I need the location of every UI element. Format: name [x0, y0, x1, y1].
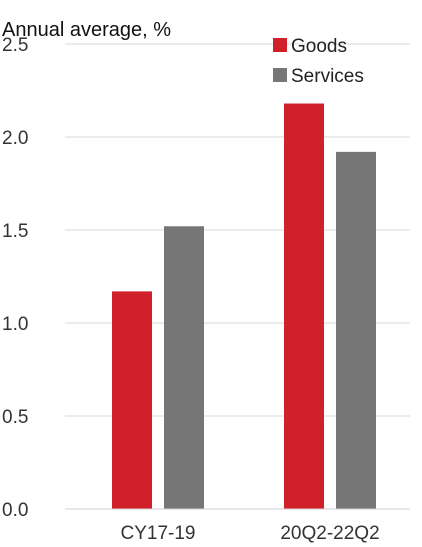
legend-swatch-goods	[273, 38, 287, 52]
y-tick-label: 1.5	[2, 221, 28, 242]
y-tick-label: 2.0	[2, 128, 28, 149]
x-category-label: 20Q2-22Q2	[280, 523, 379, 544]
x-axis-categories: CY17-19 20Q2-22Q2	[121, 523, 380, 544]
bar-services-0	[164, 226, 204, 509]
y-tick-label: 0.0	[2, 500, 28, 521]
y-tick-label: 2.5	[2, 35, 28, 56]
bar-services-1	[336, 151, 376, 509]
bars	[112, 103, 376, 510]
x-category-label: CY17-19	[121, 523, 196, 544]
bar-goods-0	[112, 291, 152, 509]
chart-title: Annual average, %	[2, 19, 171, 41]
legend-swatch-services	[273, 68, 287, 82]
y-tick-label: 0.5	[2, 407, 28, 428]
legend-label-services: Services	[291, 66, 364, 87]
y-tick-label: 1.0	[2, 314, 28, 335]
y-axis-ticks: 0.0 0.5 1.0 1.5 2.0 2.5	[2, 35, 28, 521]
bar-goods-1	[284, 103, 324, 510]
legend: Goods Services	[273, 36, 364, 87]
legend-label-goods: Goods	[291, 36, 347, 57]
